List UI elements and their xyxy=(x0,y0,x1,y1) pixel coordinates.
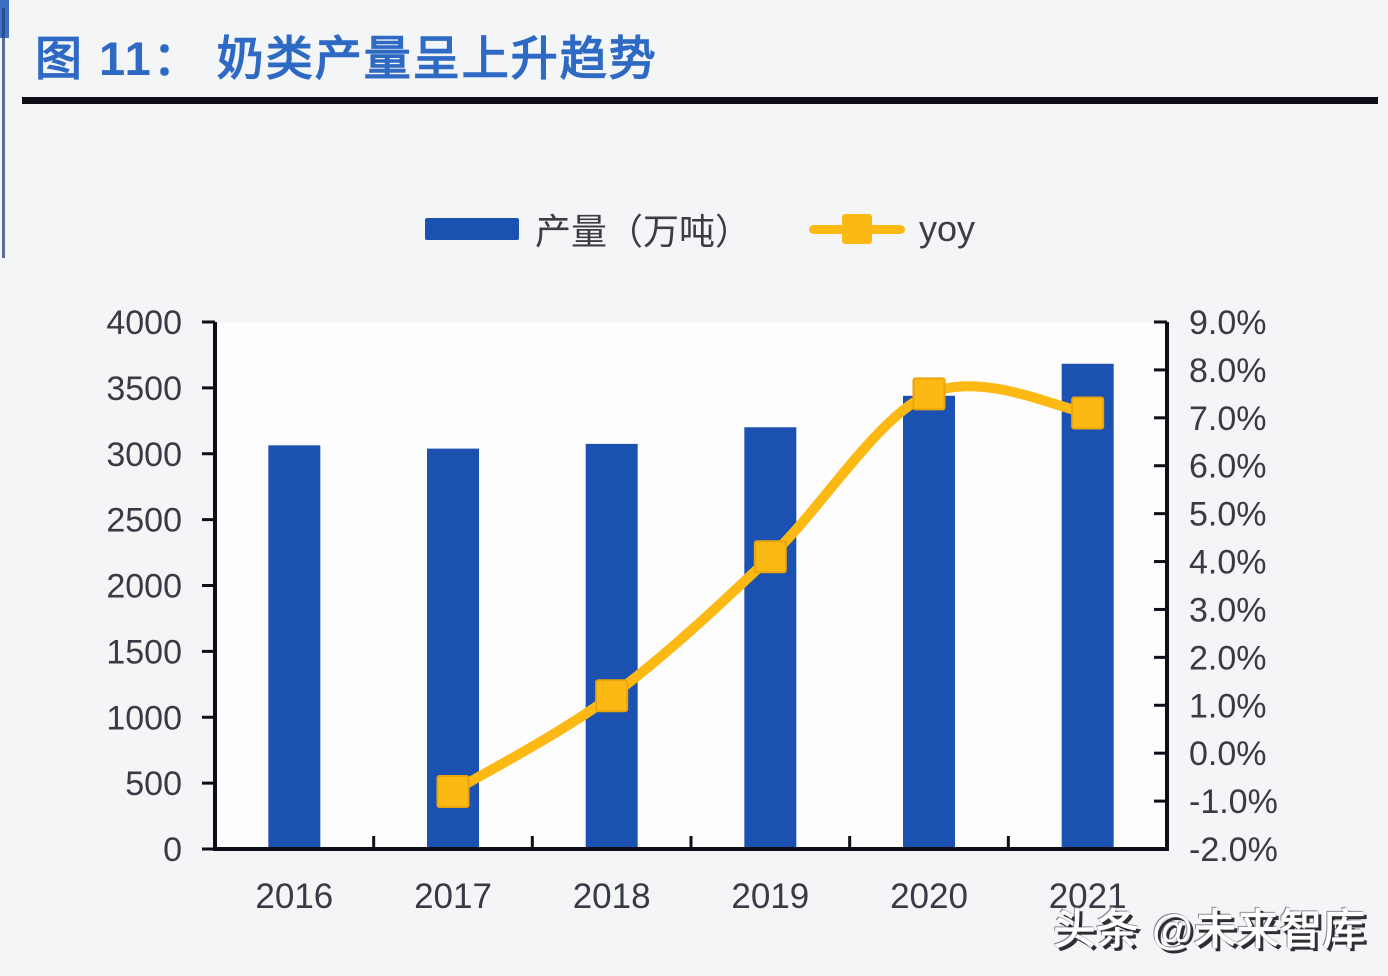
bar-2020 xyxy=(903,395,955,849)
plot-area xyxy=(215,322,1167,849)
yoy-marker-2020 xyxy=(912,377,946,411)
bar-2018 xyxy=(585,443,638,849)
legend: 产量（万吨） yoy xyxy=(425,205,975,253)
bar-2021 xyxy=(1061,363,1114,849)
bar-2016 xyxy=(268,445,321,849)
y-left-tick-label: 1500 xyxy=(106,633,182,671)
x-label-2018: 2018 xyxy=(573,877,651,916)
y-right-tick-label: -1.0% xyxy=(1189,783,1278,821)
x-label-2016: 2016 xyxy=(255,877,333,916)
y-right-tick-label: 1.0% xyxy=(1189,687,1267,725)
y-right-tick-label: 5.0% xyxy=(1189,496,1267,534)
legend-label-yoy: yoy xyxy=(919,208,976,249)
legend-marker-icon xyxy=(842,214,873,244)
y-left-tick-label: 3500 xyxy=(106,370,182,408)
y-left-tick-label: 2500 xyxy=(106,502,182,540)
watermark: 头条 @未来智库 xyxy=(1053,906,1366,953)
y-left-tick-label: 4000 xyxy=(106,304,182,342)
legend-label-production: 产量（万吨） xyxy=(535,211,752,252)
y-right-tick-label: 0.0% xyxy=(1189,735,1267,773)
y-right-tick-label: 4.0% xyxy=(1189,544,1267,582)
y-right-tick-label: 7.0% xyxy=(1189,400,1267,438)
x-label-2019: 2019 xyxy=(731,877,809,916)
legend-bar-swatch xyxy=(425,218,519,240)
yoy-marker-2018 xyxy=(595,679,629,713)
y-left-tick-label: 0 xyxy=(163,831,182,869)
page-title: 图 11： 奶类产量呈上升趋势 xyxy=(35,32,658,85)
y-right-tick-label: 9.0% xyxy=(1189,304,1267,342)
y-left-tick-label: 2000 xyxy=(106,568,182,606)
y-right-tick-label: 2.0% xyxy=(1189,639,1267,677)
bar-2019 xyxy=(744,427,797,849)
x-label-2017: 2017 xyxy=(414,877,492,916)
legend-line-swatch xyxy=(809,212,906,246)
x-label-2020: 2020 xyxy=(890,877,968,916)
y-left-tick-label: 1000 xyxy=(106,699,182,737)
x-label-2021: 2021 xyxy=(1049,877,1127,916)
y-left-tick-label: 500 xyxy=(125,765,182,803)
y-right-tick-label: 3.0% xyxy=(1189,591,1267,629)
yoy-marker-2019 xyxy=(753,540,787,574)
title-underline xyxy=(22,97,1378,104)
accent-line xyxy=(2,8,5,258)
y-right-tick-label: -2.0% xyxy=(1189,831,1278,869)
y-left-tick-label: 3000 xyxy=(106,436,182,474)
y-right-tick-label: 8.0% xyxy=(1189,352,1267,390)
y-right-tick-label: 6.0% xyxy=(1189,448,1267,486)
yoy-marker-2021 xyxy=(1071,396,1105,430)
yoy-marker-2017 xyxy=(436,775,470,809)
